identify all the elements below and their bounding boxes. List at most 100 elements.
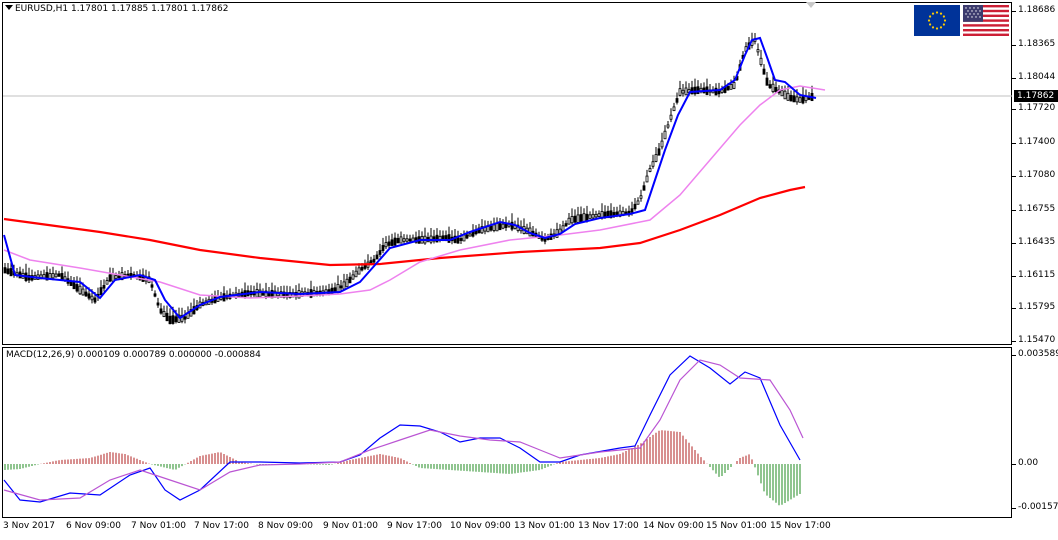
candle-body <box>756 49 760 53</box>
candle-body <box>153 293 157 297</box>
candle-body <box>348 276 352 284</box>
time-label: 3 Nov 2017 <box>3 521 55 531</box>
candle-body <box>174 316 178 323</box>
candle-body <box>93 297 97 303</box>
time-label: 13 Nov 17:00 <box>578 521 639 531</box>
time-label: 8 Nov 09:00 <box>258 521 313 531</box>
candle-body <box>102 285 106 289</box>
candle-body <box>375 254 379 260</box>
candle-body <box>342 281 346 290</box>
macd-main-line <box>3 355 801 503</box>
macd-tick: 0.003589 <box>1012 349 1058 359</box>
price-tick: 1.17400 <box>1011 137 1056 147</box>
candle-body <box>288 292 292 298</box>
candle-body <box>6 268 10 274</box>
candle-body <box>561 225 565 232</box>
candle-body <box>45 272 49 281</box>
candle-body <box>189 309 193 317</box>
candle-body <box>576 214 580 223</box>
candle-body <box>381 245 385 251</box>
macd-axis[interactable]: 0.003589 0.00 -0.001579 <box>1011 347 1058 518</box>
candle-body <box>789 94 793 102</box>
candle-body <box>651 161 655 167</box>
price-tick: 1.18686 <box>1011 5 1056 15</box>
candle-body <box>105 280 109 285</box>
candle-body <box>663 130 667 140</box>
price-tick: 1.15795 <box>1011 302 1056 312</box>
candle-body <box>675 98 679 103</box>
candle-body <box>351 274 355 280</box>
price-tick: 1.18365 <box>1011 39 1056 49</box>
candle-body <box>408 238 412 242</box>
candle-body <box>354 270 358 278</box>
candle-body <box>696 86 700 95</box>
time-label: 9 Nov 01:00 <box>323 521 378 531</box>
candle-body <box>645 175 649 183</box>
candle-body <box>678 88 682 96</box>
candle-body <box>168 315 172 325</box>
candle-body <box>363 264 367 269</box>
candle-body <box>264 290 268 297</box>
time-label: 15 Nov 17:00 <box>770 521 831 531</box>
candle-body <box>72 281 76 290</box>
candle-body <box>75 284 79 292</box>
chart-shift-marker-icon[interactable] <box>806 2 816 8</box>
macd-info-label: MACD(12,26,9) 0.000109 0.000789 0.000000… <box>6 350 261 360</box>
candle-body <box>360 266 364 271</box>
time-label: 14 Nov 09:00 <box>643 521 704 531</box>
candle-body <box>432 236 436 242</box>
candle-body <box>780 90 784 97</box>
candle-body <box>693 86 697 95</box>
candle-body <box>447 234 451 243</box>
candle-body <box>639 195 643 199</box>
candle-body <box>690 87 694 95</box>
candle-body <box>795 96 799 103</box>
candle-body <box>462 234 466 242</box>
candle-body <box>642 185 646 191</box>
us-flag-icon <box>963 5 1009 36</box>
current-price-label: 1.17862 <box>1014 90 1058 102</box>
candle-body <box>51 273 55 279</box>
candle-body <box>489 225 493 231</box>
candle-body <box>402 238 406 242</box>
candle-body <box>792 95 796 103</box>
price-axis[interactable]: 1.18686 1.18365 1.18044 1.17720 1.17400 … <box>1011 2 1058 345</box>
candle-body <box>90 295 94 301</box>
candle-body <box>495 223 499 232</box>
candle-body <box>498 223 502 231</box>
candle-body <box>594 213 598 218</box>
candle-body <box>378 250 382 255</box>
candle-body <box>732 82 736 89</box>
price-tick: 1.17080 <box>1011 170 1056 180</box>
macd-indicator-pane[interactable] <box>2 347 1012 518</box>
dropdown-triangle-icon[interactable] <box>5 5 13 10</box>
candle-body <box>99 287 103 296</box>
eu-flag-icon <box>914 5 960 36</box>
price-chart-pane[interactable] <box>2 2 1012 345</box>
candle-body <box>54 273 58 278</box>
price-tick: 1.18044 <box>1011 72 1056 82</box>
price-tick: 1.16435 <box>1011 237 1056 247</box>
ma-fast-line <box>3 36 817 320</box>
candle-body <box>480 226 484 234</box>
candle-body <box>636 200 640 205</box>
candle-body <box>726 86 730 91</box>
candle-body <box>786 92 790 101</box>
ma-slow-line <box>3 185 806 267</box>
candle-body <box>336 283 340 293</box>
candle-body <box>573 215 577 223</box>
price-tick: 1.15470 <box>1011 335 1056 345</box>
time-label: 10 Nov 09:00 <box>450 521 511 531</box>
candle-body <box>654 154 658 162</box>
candle-body <box>150 284 154 288</box>
macd-tick: -0.001579 <box>1011 502 1058 512</box>
candle-body <box>357 267 361 275</box>
candle-body <box>399 236 403 244</box>
candle-body <box>465 234 469 239</box>
candle-body <box>510 221 514 230</box>
time-label: 9 Nov 17:00 <box>387 521 442 531</box>
candle-body <box>597 213 601 217</box>
candle-body <box>768 84 772 89</box>
